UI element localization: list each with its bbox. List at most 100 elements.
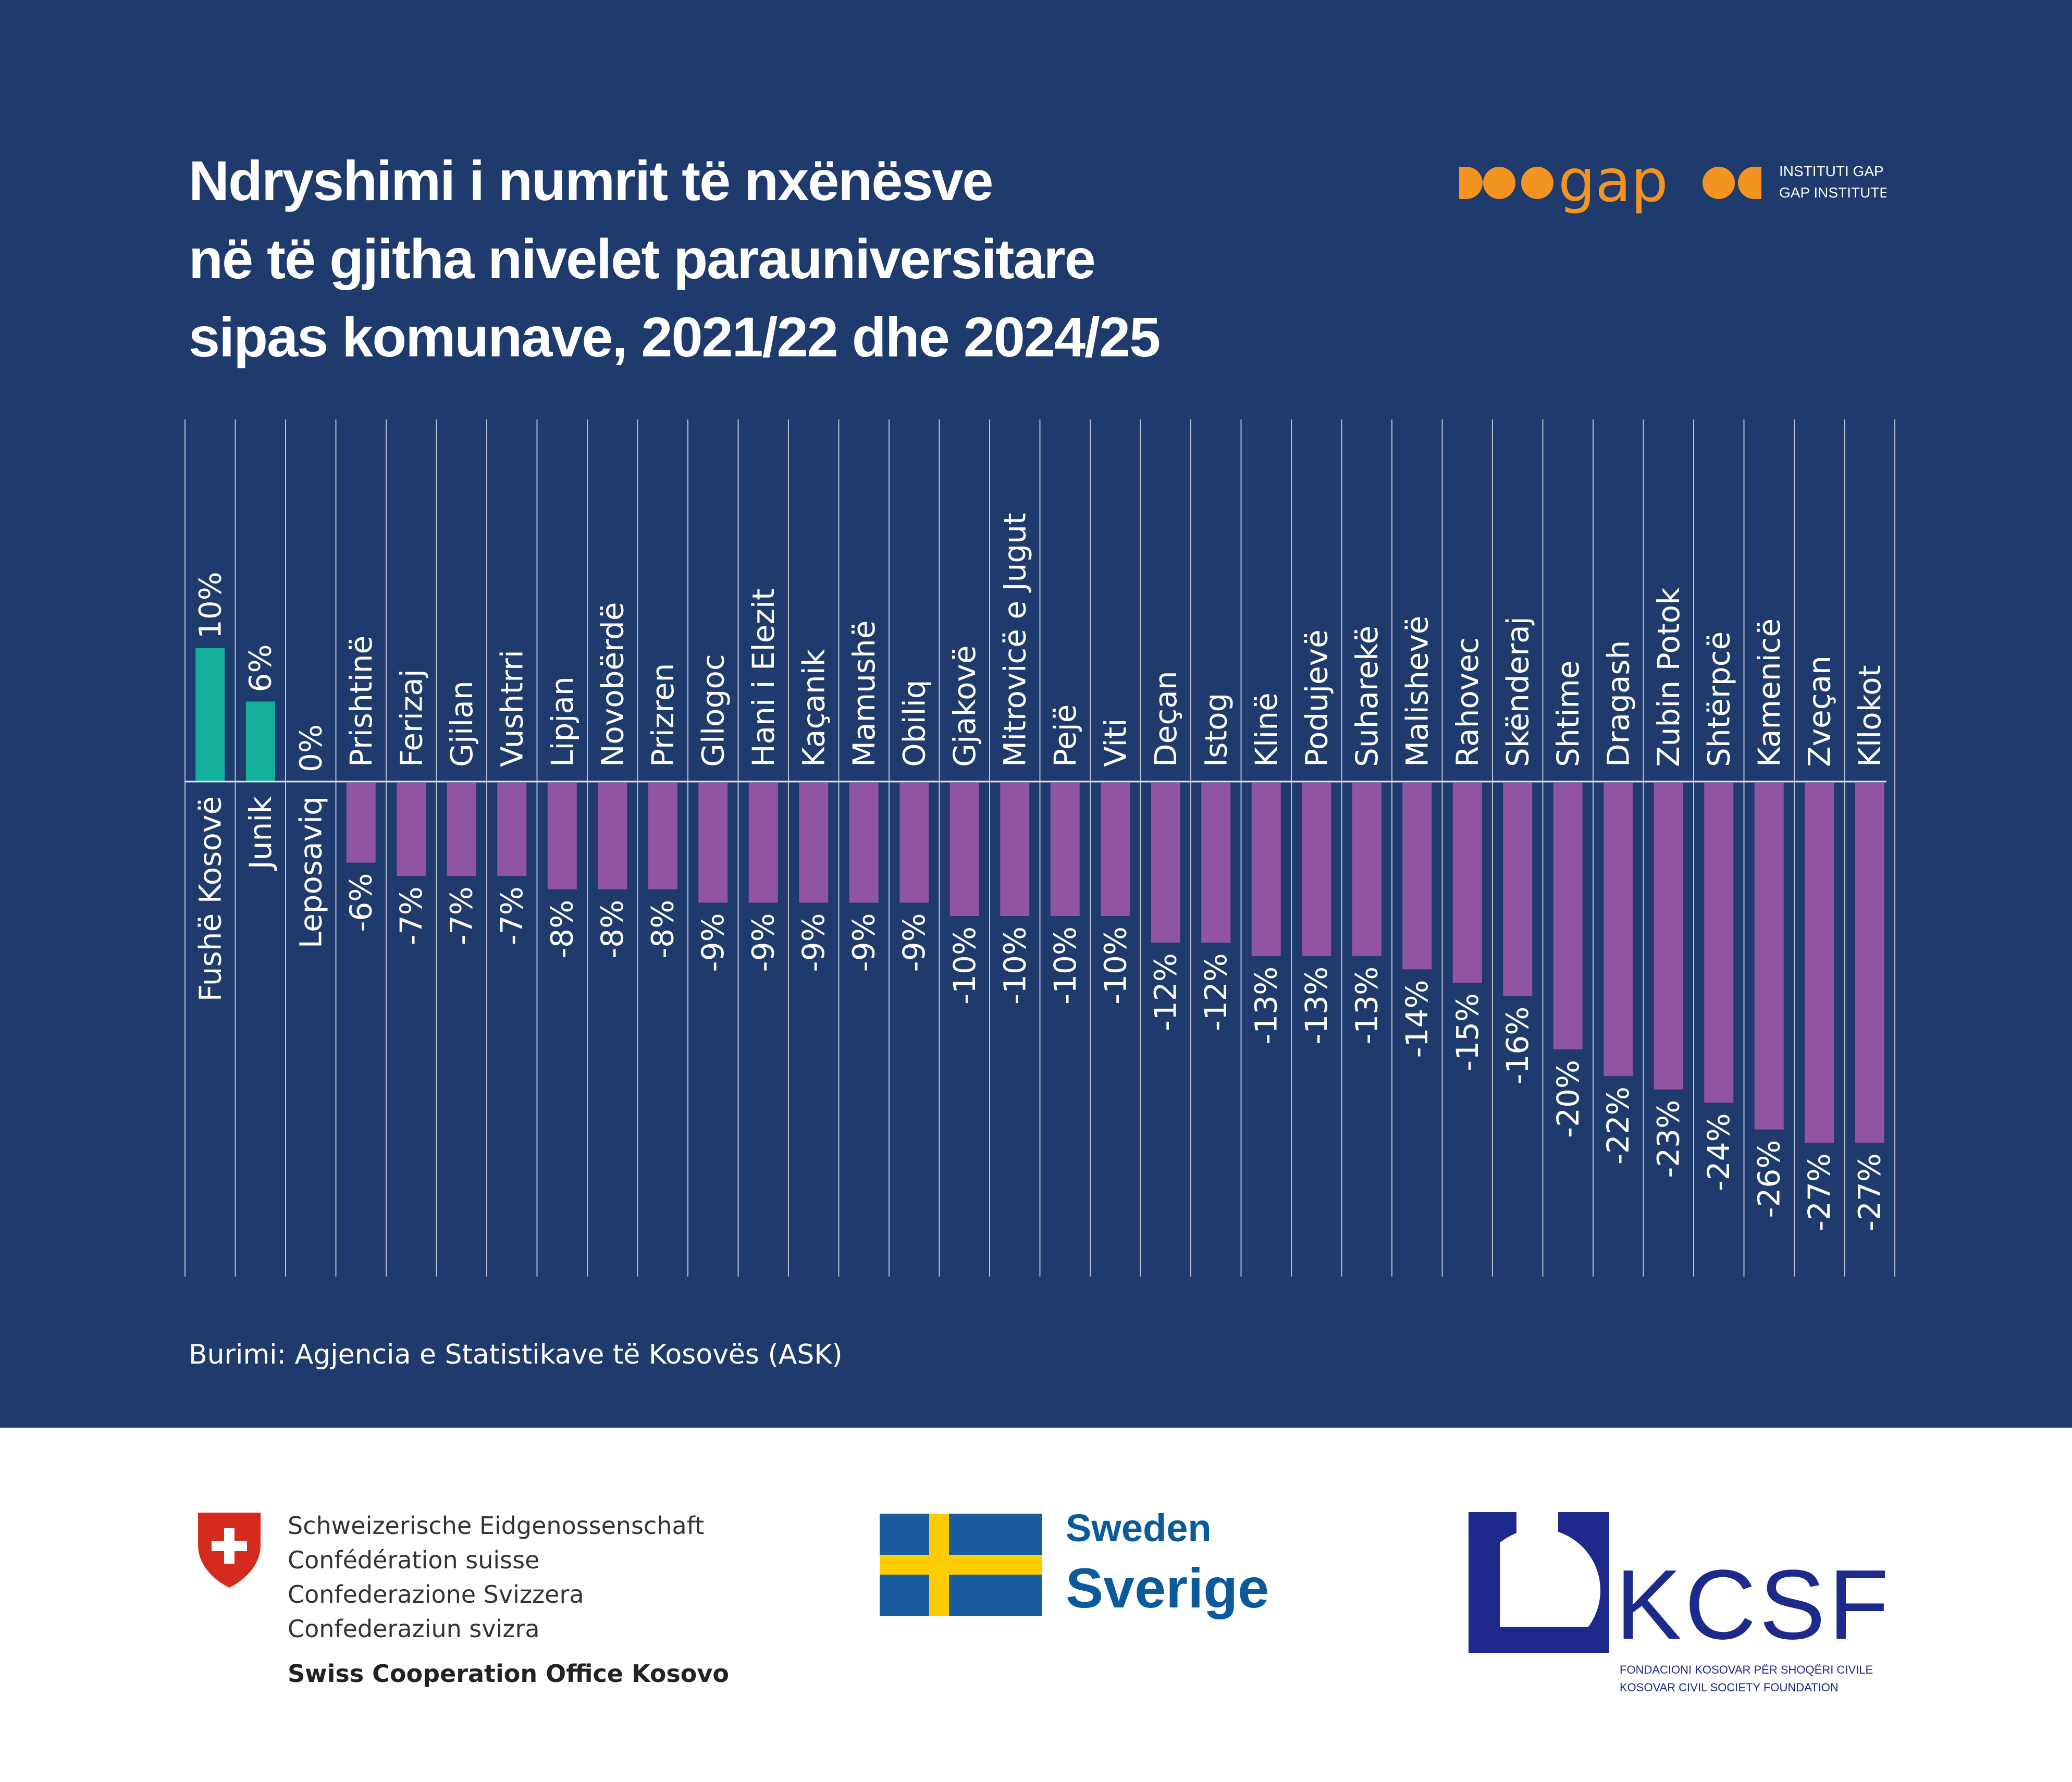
kcsf-name: KCSF bbox=[1615, 1550, 1892, 1660]
swiss-line-3: Confederazione Svizzera bbox=[288, 1580, 584, 1608]
title-line-2: në të gjitha nivelet parauniversitare bbox=[189, 227, 1096, 290]
brand-line-1: INSTITUTI GAP bbox=[1779, 163, 1884, 179]
category-label: Shtime bbox=[1550, 660, 1586, 767]
category-label: Mamushë bbox=[846, 620, 882, 767]
value-label: -13% bbox=[1349, 967, 1385, 1045]
value-label: -7% bbox=[393, 886, 429, 945]
bar bbox=[1553, 783, 1583, 1049]
value-label: -27% bbox=[1852, 1153, 1888, 1231]
category-label: Dragash bbox=[1600, 640, 1636, 767]
value-label: -27% bbox=[1802, 1153, 1837, 1231]
category-label: Gjilan bbox=[444, 680, 479, 767]
chart-title: Ndryshimi i numrit të nxënësve në të gji… bbox=[189, 142, 1161, 376]
bar bbox=[899, 783, 929, 903]
bar bbox=[949, 783, 979, 916]
bar bbox=[547, 783, 577, 889]
bar bbox=[748, 783, 778, 903]
value-label: -8% bbox=[545, 900, 580, 959]
category-label: Skënderaj bbox=[1500, 616, 1535, 767]
value-label: -10% bbox=[1097, 926, 1133, 1005]
value-label: -24% bbox=[1701, 1113, 1736, 1191]
bar bbox=[1754, 783, 1784, 1130]
value-label: -9% bbox=[695, 913, 731, 972]
value-label: -8% bbox=[595, 900, 630, 959]
labels: 10% Fushë Kosovë 6% Junik 0% Leposaviq Prishti… bbox=[192, 513, 1888, 1231]
category-label: Viti bbox=[1097, 719, 1133, 767]
bar bbox=[245, 701, 275, 782]
bar bbox=[1855, 783, 1884, 1143]
bars bbox=[195, 648, 1884, 1143]
value-label: -10% bbox=[947, 926, 982, 1005]
category-label: Rahovec bbox=[1450, 637, 1485, 767]
sweden-label: Sweden bbox=[1066, 1506, 1212, 1550]
value-label: -7% bbox=[444, 886, 479, 945]
bar bbox=[1251, 783, 1281, 956]
category-label: Leposaviq bbox=[293, 796, 328, 948]
bar bbox=[1201, 783, 1231, 943]
kcsf-subtitle-english: KOSOVAR CIVIL SOCIETY FOUNDATION bbox=[1620, 1681, 1839, 1694]
bar bbox=[698, 783, 728, 903]
bar bbox=[1050, 783, 1080, 916]
category-label: Deçan bbox=[1148, 671, 1183, 767]
bar bbox=[1151, 783, 1180, 943]
swiss-office-name: Swiss Cooperation Office Kosovo bbox=[288, 1660, 730, 1688]
bar bbox=[195, 648, 225, 782]
bar bbox=[447, 783, 476, 876]
value-label: -16% bbox=[1500, 1007, 1535, 1085]
swedish-flag-icon bbox=[880, 1514, 1042, 1616]
separator-lines bbox=[184, 419, 1895, 1277]
category-label: Vushtrri bbox=[494, 650, 529, 767]
category-label: Hani i Elezit bbox=[746, 588, 781, 767]
value-label: 0% bbox=[293, 724, 328, 772]
source-note: Burimi: Agjencia e Statistikave të Kosov… bbox=[189, 1339, 843, 1370]
bar bbox=[1704, 783, 1734, 1103]
value-label: -23% bbox=[1651, 1100, 1686, 1178]
category-label: Fushë Kosovë bbox=[192, 796, 228, 1001]
category-label: Prishtinë bbox=[343, 636, 379, 767]
category-label: Gjakovë bbox=[947, 645, 982, 767]
title-line-3: sipas komunave, 2021/22 dhe 2024/25 bbox=[189, 305, 1161, 368]
category-label: Kaçanik bbox=[796, 649, 831, 767]
bar bbox=[397, 783, 426, 876]
category-label: Junik bbox=[243, 796, 278, 871]
bar bbox=[1503, 783, 1533, 996]
swiss-line-1: Schweizerische Eidgenossenschaft bbox=[288, 1512, 705, 1540]
bar bbox=[799, 783, 829, 903]
bar bbox=[1352, 783, 1382, 956]
category-label: Pejë bbox=[1047, 704, 1083, 767]
category-label: Mitrovicë e Jugut bbox=[997, 513, 1032, 767]
category-label: Shtërpcë bbox=[1701, 632, 1736, 767]
value-label: -13% bbox=[1299, 967, 1334, 1045]
value-label: -9% bbox=[746, 913, 781, 972]
value-label: -13% bbox=[1249, 967, 1284, 1045]
value-label: -7% bbox=[494, 886, 529, 945]
bar bbox=[1402, 783, 1432, 970]
category-label: Kllokot bbox=[1852, 665, 1888, 768]
brand-name: gap bbox=[1558, 156, 1668, 215]
value-label: -22% bbox=[1600, 1086, 1636, 1165]
bar bbox=[849, 783, 879, 903]
sverige-label: Sverige bbox=[1066, 1556, 1269, 1619]
bar bbox=[648, 783, 677, 889]
category-label: Kamenicë bbox=[1752, 618, 1787, 767]
category-label: Ferizaj bbox=[393, 669, 429, 767]
value-label: -14% bbox=[1399, 980, 1435, 1058]
category-label: Klinë bbox=[1249, 692, 1284, 767]
value-label: -26% bbox=[1752, 1140, 1787, 1218]
category-label: Novobërdë bbox=[595, 602, 630, 767]
value-label: -12% bbox=[1198, 953, 1234, 1031]
category-label: Podujevë bbox=[1299, 629, 1334, 767]
category-label: Obiliq bbox=[896, 679, 932, 767]
value-label: -20% bbox=[1550, 1060, 1586, 1138]
category-label: Malishevë bbox=[1399, 616, 1435, 767]
category-label: Zveçan bbox=[1802, 655, 1837, 767]
value-label: -15% bbox=[1450, 993, 1485, 1071]
swiss-confederation-names: Schweizerische Eidgenossenschaft Confédé… bbox=[288, 1508, 704, 1646]
chart-panel: Ndryshimi i numrit të nxënësve në të gji… bbox=[0, 0, 2072, 1428]
title-line-1: Ndryshimi i numrit të nxënësve bbox=[189, 149, 994, 212]
bar bbox=[1302, 783, 1331, 956]
value-label: -10% bbox=[1047, 926, 1083, 1005]
value-label: -9% bbox=[846, 913, 882, 972]
swiss-line-4: Confederaziun svizra bbox=[288, 1615, 540, 1643]
gap-institute-logo: gap INSTITUTI GAP GAP INSTITUTE bbox=[1459, 156, 1886, 215]
